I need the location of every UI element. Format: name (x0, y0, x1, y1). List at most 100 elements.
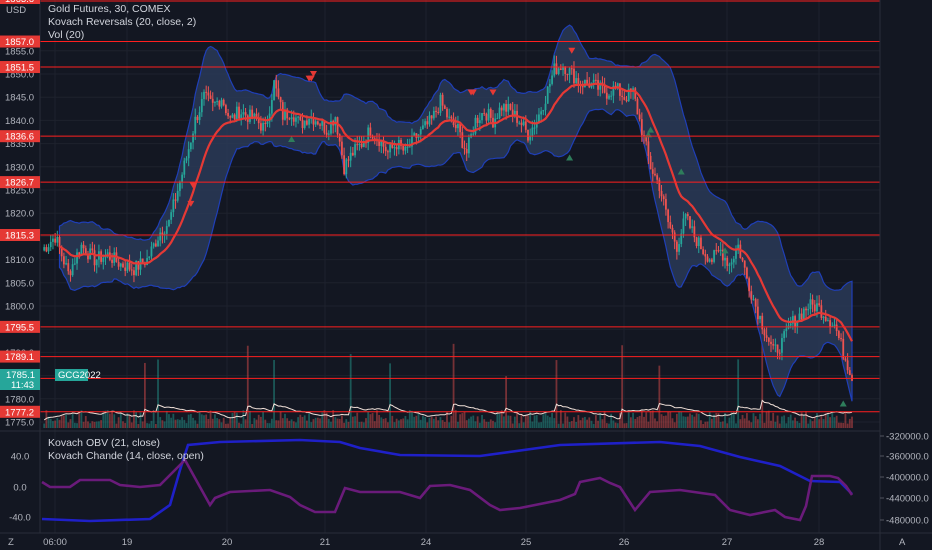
volume-bar (485, 421, 488, 428)
level-tag-label: 1857.0 (5, 37, 34, 48)
candle-body (161, 232, 164, 236)
volume-bar (343, 422, 346, 428)
volume-bar (682, 416, 685, 428)
candle-body (62, 256, 65, 265)
candle-body (743, 260, 746, 268)
volume-bar (246, 345, 249, 428)
level-tag-label: 1851.5 (5, 63, 34, 74)
candle-body (84, 248, 87, 256)
volume-bar (706, 421, 709, 428)
candle-body (192, 133, 194, 143)
volume-bar (113, 414, 116, 428)
candle-body (238, 106, 240, 119)
volume-bar (393, 422, 396, 428)
reversal-down-mark (568, 47, 576, 54)
volume-bar (98, 421, 100, 428)
candle-body (106, 252, 109, 255)
volume-bar (577, 415, 580, 428)
candle-body (338, 134, 341, 142)
volume-bar (222, 417, 225, 428)
candle-body (211, 98, 214, 103)
volume-bar (575, 421, 578, 428)
volume-bar (570, 421, 573, 428)
volume-bar (761, 343, 764, 428)
candle-body (378, 139, 381, 146)
volume-bar (419, 419, 422, 428)
candle-body (183, 160, 186, 175)
volume-bar (680, 411, 683, 428)
volume-bar (60, 415, 63, 428)
volume-bar (638, 415, 641, 428)
chande-indicator-label[interactable]: Kovach Chande (14, close, open) (48, 450, 204, 462)
volume-bar (200, 414, 203, 428)
volume-bar (279, 411, 282, 428)
candle-body (240, 114, 243, 119)
candle-body (45, 247, 48, 252)
candle-body (165, 226, 168, 234)
kovach-band (58, 24, 853, 402)
candle-body (400, 139, 402, 146)
level-tag (0, 176, 40, 189)
volume-bar (441, 420, 444, 428)
candle-body (133, 270, 135, 276)
price-tick-label: 1855.0 (5, 46, 34, 57)
volume-bar (811, 421, 814, 428)
candle-body (301, 119, 304, 128)
candle-body (426, 121, 429, 125)
candle-body (220, 99, 223, 107)
volume-bar (336, 418, 339, 428)
candle-body (562, 66, 564, 70)
candle-body (599, 82, 602, 90)
chart-title[interactable]: Gold Futures, 30, COMEX (48, 3, 171, 15)
volume-bar (505, 376, 508, 428)
candle-body (717, 250, 720, 252)
candle-body (113, 252, 116, 263)
candle-body (154, 243, 157, 247)
volume-bar (774, 421, 777, 428)
level-tag (0, 229, 40, 242)
candle-body (439, 94, 442, 113)
reversal-down-mark (489, 89, 497, 96)
candle-body (818, 303, 821, 306)
candle-body (693, 226, 696, 238)
zoom-button[interactable]: Z (8, 537, 14, 548)
obv-indicator-label[interactable]: Kovach OBV (21, close) (48, 437, 161, 449)
candle-body (581, 85, 584, 88)
candle-body (185, 158, 188, 161)
candle-body (496, 118, 499, 120)
candle-body (638, 114, 641, 120)
volume-bar (665, 415, 667, 428)
volume-bar (249, 410, 251, 428)
level-tag-label: 1815.3 (5, 231, 34, 242)
chande-tick-label: 0.0 (13, 483, 26, 494)
candle-body (656, 175, 659, 180)
candle-body (95, 259, 98, 266)
volume-bar (130, 422, 133, 428)
volume-bar (645, 412, 648, 428)
level-tag-top (0, 0, 40, 4)
volume-bar (564, 412, 567, 428)
volume-bar (520, 413, 523, 428)
time-tick-label: 27 (722, 537, 733, 548)
volume-bar (459, 414, 462, 428)
candle-body (49, 241, 52, 248)
candle-body (65, 263, 67, 265)
candle-body (428, 115, 431, 125)
candle-body (478, 120, 481, 124)
volume-bar (229, 417, 232, 428)
candle-body (351, 152, 354, 156)
reversals-indicator-label[interactable]: Kovach Reversals (20, close, 2) (48, 16, 197, 28)
candle-body (382, 140, 385, 147)
candle-body (56, 236, 59, 243)
volume-indicator-label[interactable]: Vol (20) (48, 29, 85, 41)
volume-bar (649, 410, 652, 428)
candle-body (756, 306, 759, 320)
auto-scale-button[interactable]: A (899, 537, 906, 548)
candle-body (603, 85, 606, 93)
volume-bar (323, 410, 326, 428)
candle-body (614, 85, 617, 87)
level-tag-label: 1826.7 (5, 178, 34, 189)
candle-body (820, 305, 823, 318)
volume-bar (119, 412, 122, 428)
